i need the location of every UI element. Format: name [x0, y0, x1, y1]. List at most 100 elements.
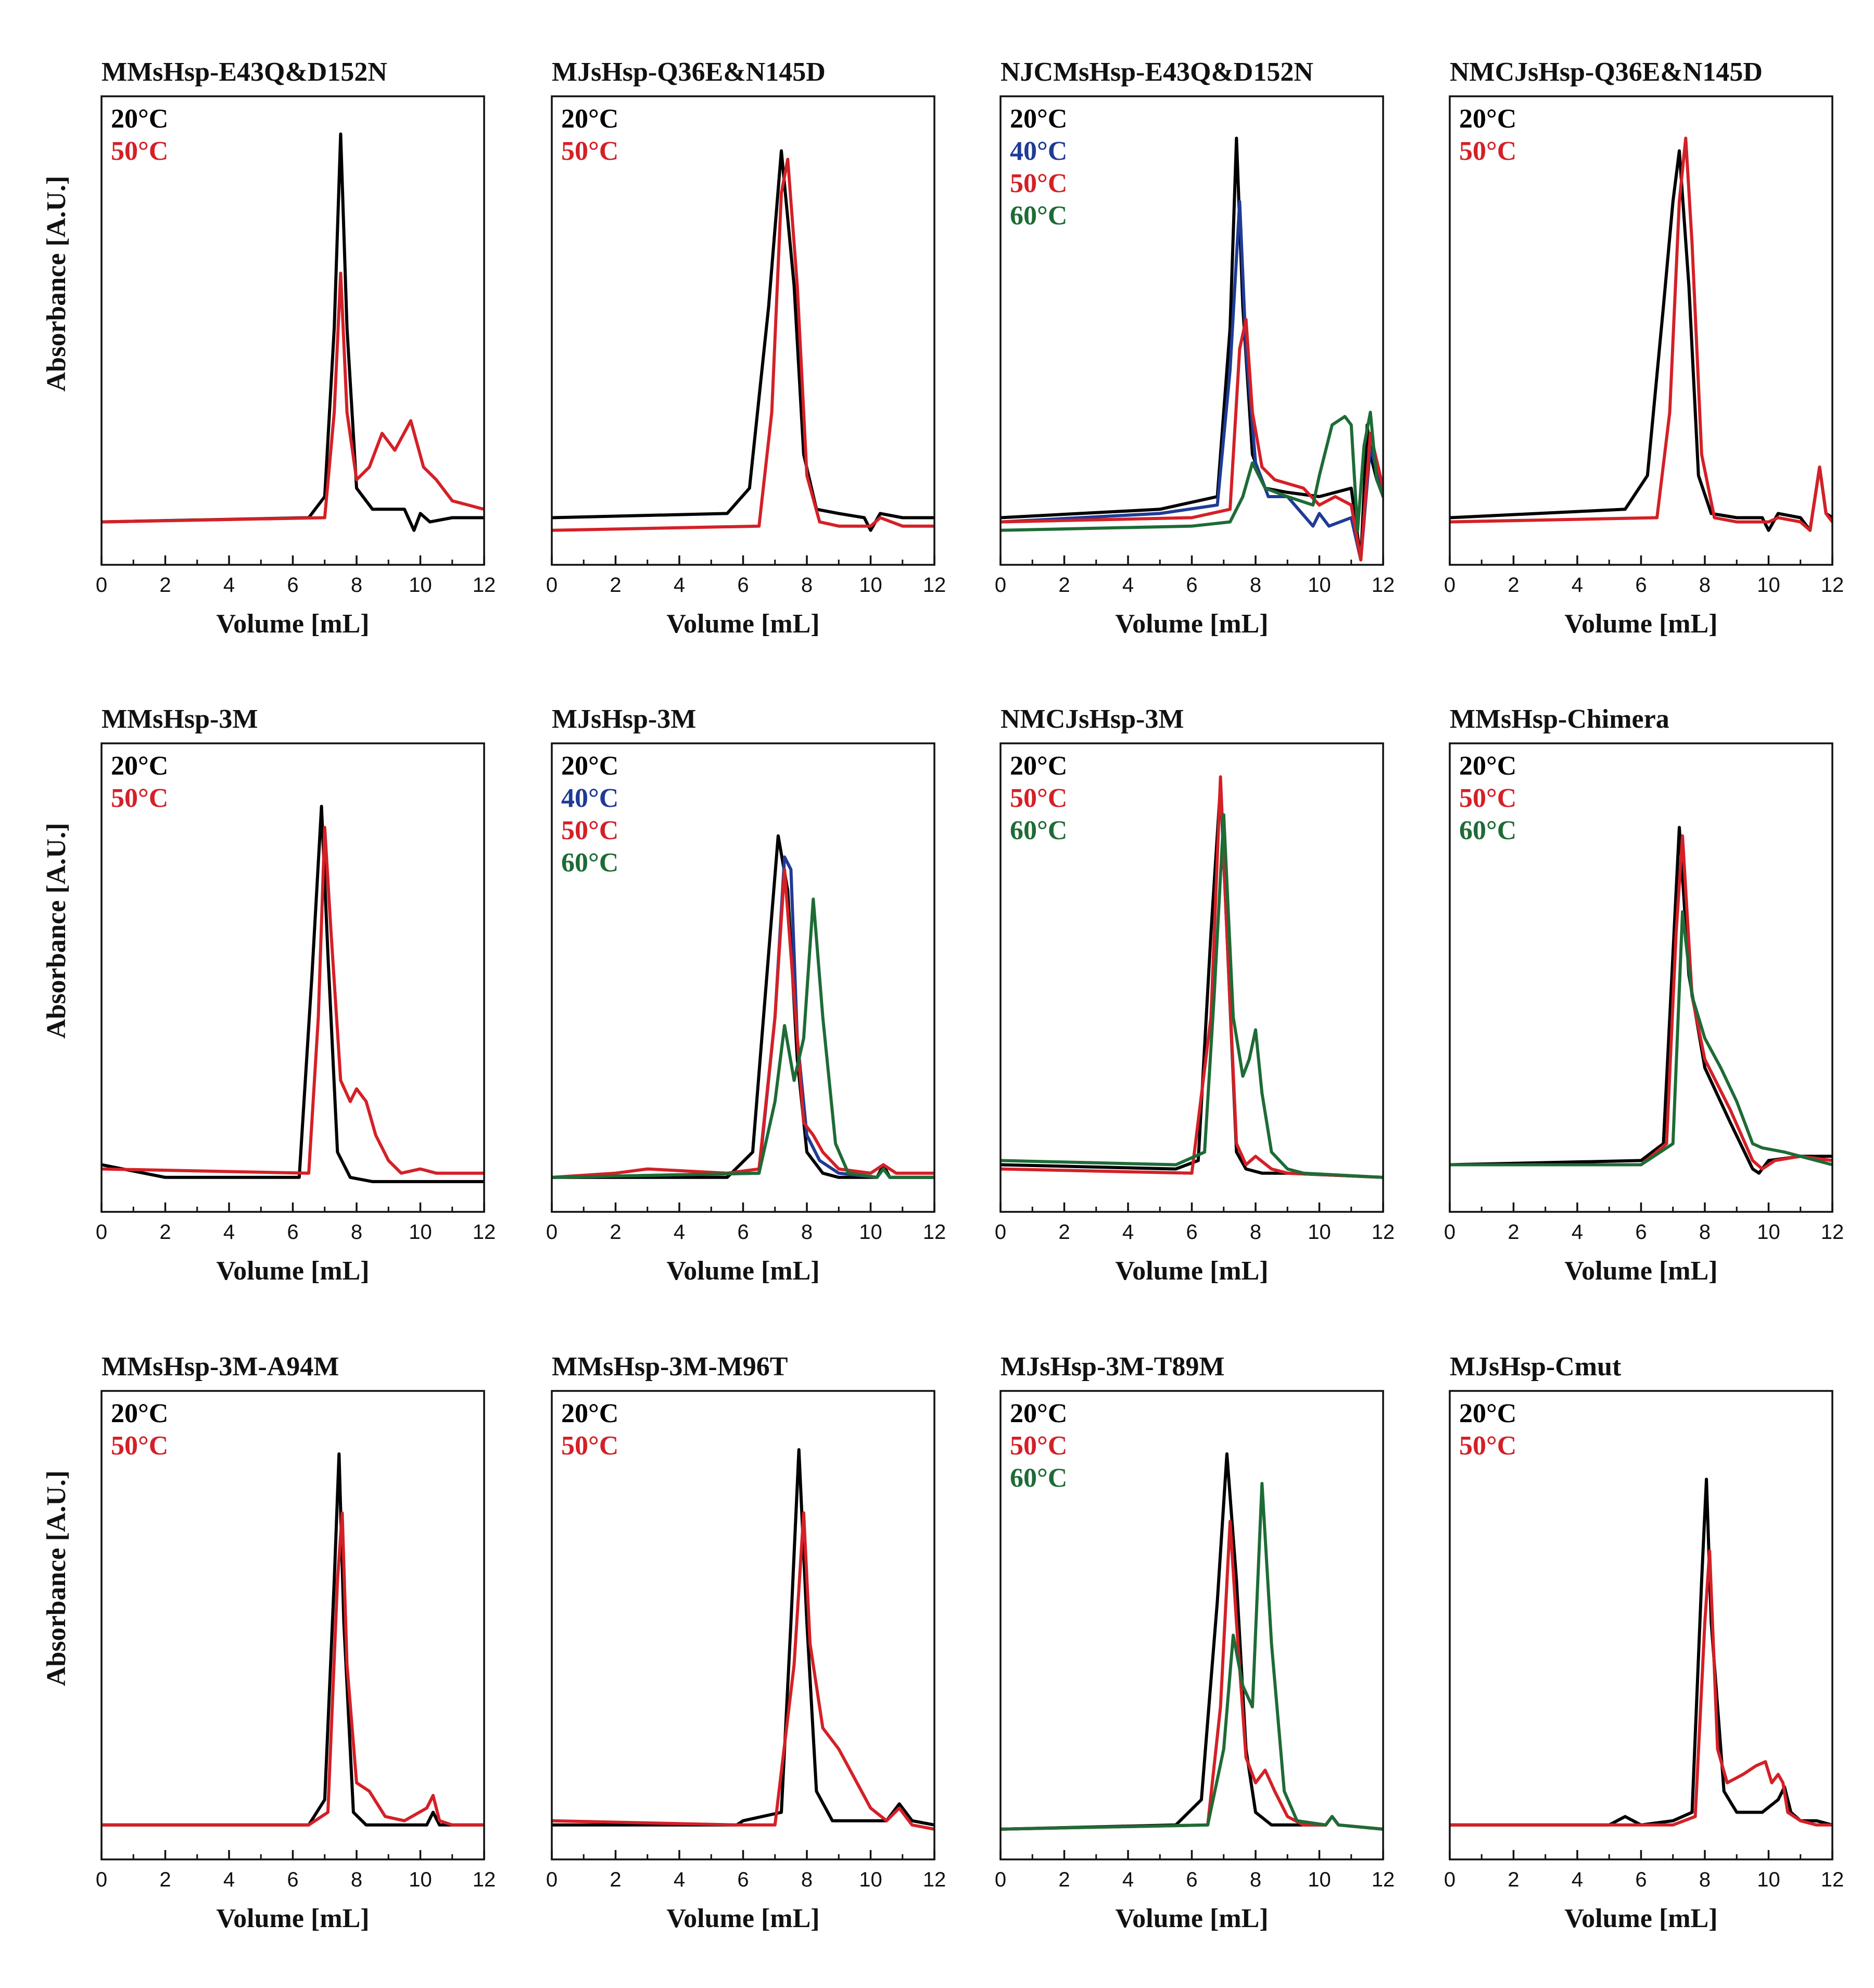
series-line-50c	[102, 271, 484, 524]
legend-entry: 20°C	[1010, 104, 1067, 134]
x-tick-label: 2	[1058, 1868, 1070, 1891]
series-line-20c	[552, 1448, 934, 1827]
series-line-50c	[102, 826, 484, 1175]
x-tick-label: 8	[1250, 1868, 1261, 1891]
x-axis-label: Volume [mL]	[1115, 1256, 1268, 1286]
x-tick-label: 2	[610, 1868, 621, 1891]
series-line-40c	[552, 855, 934, 1179]
x-tick-label: 4	[1572, 574, 1583, 597]
x-tick-label: 8	[1699, 574, 1711, 597]
chart-title: MMsHsp-3M	[102, 704, 258, 734]
x-tick-label: 12	[1372, 1868, 1395, 1891]
series-line-20c	[1001, 1452, 1383, 1831]
chart-panel-6: MJsHsp-3M 0 2 4 6 8 10 12 Volume [mL] 20°C40°C 50°…	[546, 704, 946, 1286]
series-line-60c	[552, 897, 934, 1179]
x-tick-label: 0	[96, 1868, 107, 1891]
chart-panel-9: MMsHsp-3M-A94M 0 2 4 6 8 10 12 Volume [mL] Absorb…	[42, 1352, 496, 1933]
series-group	[552, 834, 934, 1179]
x-tick-label: 8	[1250, 1221, 1261, 1244]
legend-entry: 20°C	[111, 1399, 168, 1428]
series-group	[102, 132, 484, 532]
x-tick-label: 10	[409, 574, 432, 597]
x-tick-label: 6	[287, 1868, 298, 1891]
x-axis-label: Volume [mL]	[1564, 1256, 1717, 1286]
plot-frame	[551, 1390, 935, 1860]
plot-frame	[100, 1390, 485, 1860]
series-line-60c	[1450, 910, 1832, 1167]
x-tick-label: 10	[859, 574, 882, 597]
x-tick-label: 4	[674, 1868, 685, 1891]
chart-title: MJsHsp-Cmut	[1450, 1352, 1622, 1382]
legend-entry: 60°C	[1010, 816, 1067, 845]
x-tick-label: 6	[1635, 1221, 1647, 1244]
chart-panel-7: NMCJsHsp-3M 0 2 4 6 8 10 12 Volume [mL] 20°C50°C 6…	[995, 704, 1395, 1286]
x-tick-label: 4	[1572, 1868, 1583, 1891]
chart-panel-3: NJCMsHsp-E43Q&D152N 0 2 4 6 8 10 12 Volume [mL] 2…	[995, 57, 1395, 639]
x-axis-label: Volume [mL]	[666, 609, 819, 639]
x-tick-label: 8	[1699, 1221, 1711, 1244]
x-tick-label: 10	[1308, 1868, 1331, 1891]
x-axis-label: Volume [mL]	[216, 1904, 369, 1933]
legend-entry: 50°C	[1459, 136, 1516, 166]
x-tick-label: 10	[1757, 1221, 1780, 1244]
series-line-40c	[1001, 200, 1383, 562]
legend-entry: 20°C	[111, 104, 168, 134]
y-axis-label: Absorbance [A.U.]	[42, 823, 71, 1039]
legend-entry: 20°C	[1459, 104, 1516, 134]
legend-entry: 50°C	[1459, 1431, 1516, 1461]
x-tick-label: 12	[473, 1221, 496, 1244]
plot-frame	[1449, 95, 1833, 566]
x-tick-label: 8	[351, 574, 362, 597]
series-line-20c	[1450, 149, 1832, 532]
chart-panel-1: MMsHsp-E43Q&D152N 0 2 4 6 8 10 12 Volume [mL] Abs…	[42, 57, 496, 639]
series-group	[1001, 136, 1383, 562]
x-tick-label: 2	[610, 574, 621, 597]
chart-title: MMsHsp-E43Q&D152N	[102, 57, 387, 87]
x-tick-label: 6	[737, 574, 749, 597]
chart-title: MMsHsp-Chimera	[1450, 704, 1669, 734]
series-line-50c	[1001, 1520, 1383, 1831]
x-tick-label: 6	[1186, 1221, 1197, 1244]
series-line-20c	[1001, 136, 1383, 562]
x-tick-label: 6	[1186, 574, 1197, 597]
x-tick-label: 6	[1635, 1868, 1647, 1891]
series-line-20c	[1450, 1477, 1832, 1827]
plot-frame	[1449, 1390, 1833, 1860]
x-tick-label: 10	[1757, 1868, 1780, 1891]
chart-title: MJsHsp-3M	[552, 704, 696, 734]
plot-frame	[551, 742, 935, 1213]
x-tick-label: 6	[737, 1221, 749, 1244]
plot-frame	[999, 1390, 1384, 1860]
series-group	[1450, 1477, 1832, 1827]
x-tick-label: 8	[801, 1868, 813, 1891]
legend-entry: 50°C	[111, 1431, 168, 1461]
x-tick-label: 12	[1372, 1221, 1395, 1244]
legend-entry: 20°C	[1459, 751, 1516, 781]
x-tick-label: 8	[1699, 1868, 1711, 1891]
legend-entry: 40°C	[561, 783, 618, 813]
series-line-60c	[1001, 1481, 1383, 1831]
x-tick-label: 10	[1308, 1221, 1331, 1244]
x-tick-label: 4	[223, 574, 235, 597]
series-line-50c	[1450, 136, 1832, 532]
chart-panel-2: MJsHsp-Q36E&N145D 0 2 4 6 8 10 12 Volume [mL] 20°…	[546, 57, 946, 639]
x-tick-label: 12	[923, 1221, 946, 1244]
x-tick-label: 4	[674, 1221, 685, 1244]
x-tick-label: 2	[159, 1221, 171, 1244]
x-axis-label: Volume [mL]	[216, 609, 369, 639]
x-tick-label: 8	[351, 1221, 362, 1244]
legend-entry: 50°C	[1010, 169, 1067, 198]
x-tick-label: 10	[409, 1221, 432, 1244]
series-line-50c	[552, 868, 934, 1179]
series-line-50c	[552, 1511, 934, 1831]
legend-entry: 20°C	[1459, 1399, 1516, 1428]
legend-entry: 20°C	[561, 751, 618, 781]
x-tick-label: 6	[737, 1868, 749, 1891]
x-tick-label: 0	[995, 1221, 1006, 1244]
chart-panel-5: MMsHsp-3M 0 2 4 6 8 10 12 Volume [mL] Absorbance …	[42, 704, 496, 1286]
x-tick-label: 6	[1635, 574, 1647, 597]
legend-entry: 50°C	[111, 136, 168, 166]
chart-panel-12: MJsHsp-Cmut 0 2 4 6 8 10 12 Volume [mL] 20°C 50°C	[1444, 1352, 1844, 1933]
legend-entry: 60°C	[1010, 1463, 1067, 1493]
plot-frame	[100, 95, 485, 566]
